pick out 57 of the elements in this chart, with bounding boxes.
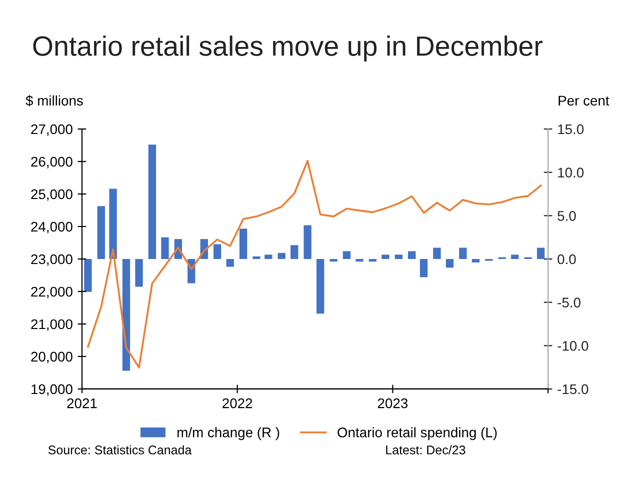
- y2-tick-label: 15.0: [558, 124, 584, 134]
- bar: [472, 258, 480, 262]
- y-tick-label: 23,000: [31, 254, 72, 266]
- bar: [148, 144, 156, 259]
- y-tick-label: 21,000: [31, 319, 72, 331]
- bar: [304, 225, 312, 259]
- x-tick-label: 2023: [378, 398, 408, 408]
- bar: [109, 188, 117, 259]
- bar: [264, 254, 272, 259]
- y2-axis-title: Per cent: [558, 96, 610, 106]
- y2-tick-label: -15.0: [558, 384, 588, 394]
- bar: [382, 254, 390, 259]
- y2-tick-label: -5.0: [558, 298, 580, 308]
- y-tick-label: 24,000: [31, 222, 72, 234]
- bar: [135, 258, 143, 287]
- y2-tick-label: 0.0: [558, 254, 576, 264]
- chart-title: Ontario retail sales move up in December: [33, 36, 542, 62]
- bar: [330, 258, 338, 262]
- text: Latest: Dec/23: [386, 445, 466, 454]
- bar: [433, 248, 441, 259]
- bar: [536, 248, 545, 259]
- bar: [290, 245, 298, 259]
- bar: [226, 258, 234, 267]
- bar: [214, 244, 222, 259]
- x-tick-label: 2021: [67, 398, 97, 408]
- y-tick-label: 22,000: [31, 286, 72, 298]
- y-axis-title: $ millions: [26, 95, 83, 106]
- bar: [84, 258, 92, 292]
- y-tick-label: 19,000: [32, 384, 72, 396]
- bar: [420, 258, 428, 278]
- bar: [408, 251, 416, 259]
- bar: [459, 248, 467, 259]
- bar: [122, 258, 130, 371]
- bar: [356, 258, 364, 262]
- y-tick-label: 25,000: [31, 189, 72, 201]
- legend-label: m/m change (R ): [178, 427, 280, 440]
- y-tick-label: 26,000: [31, 156, 72, 168]
- bar: [252, 256, 260, 259]
- bar: [278, 252, 286, 259]
- bar: [342, 251, 351, 259]
- line-series: [87, 160, 542, 368]
- bar: [511, 254, 519, 259]
- bar: [239, 228, 248, 259]
- y2-tick-label: 5.0: [558, 211, 576, 221]
- bar: [97, 206, 105, 259]
- bar: [161, 237, 169, 259]
- y-tick-label: 20,000: [31, 352, 72, 364]
- y2-tick-label: 10.0: [558, 168, 584, 178]
- y2-tick-label: -10.0: [558, 340, 588, 351]
- y-tick-label: 27,000: [31, 124, 72, 136]
- bar: [368, 258, 377, 262]
- bar: [316, 258, 324, 314]
- source-note: Source: Statistics Canada: [48, 445, 192, 454]
- legend-label: Ontario retail spending (L): [338, 427, 497, 440]
- bar: [394, 254, 402, 259]
- bar: [446, 258, 454, 268]
- x-tick-label: 2022: [222, 398, 252, 408]
